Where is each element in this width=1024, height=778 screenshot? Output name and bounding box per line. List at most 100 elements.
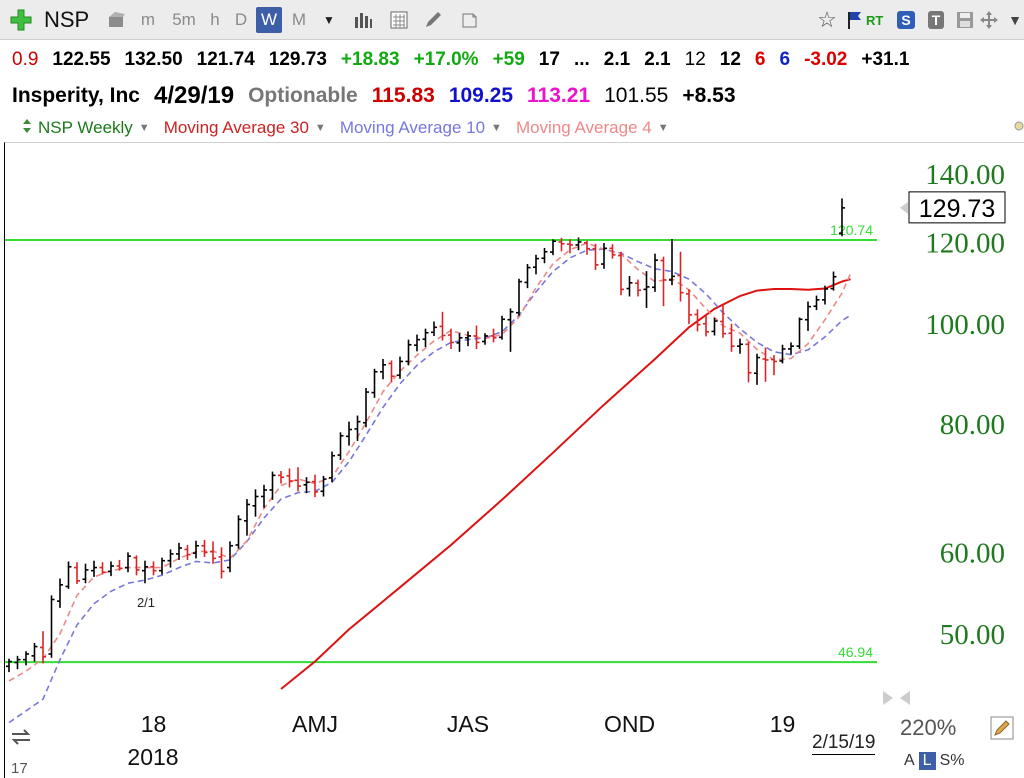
calculator-icon[interactable] — [386, 0, 412, 40]
symbol-input[interactable]: NSP — [44, 7, 90, 32]
quote-row-2: Insperity, Inc 4/29/19 Optionable 115.83 109… — [0, 78, 1024, 114]
scale-log-button[interactable]: L — [918, 752, 936, 770]
pin-icon[interactable] — [1014, 120, 1024, 140]
period-dropdown-icon[interactable]: ▼ — [323, 13, 335, 27]
y-axis-tick-label: 100.00 — [925, 309, 1005, 341]
add-symbol-icon[interactable] — [10, 0, 36, 40]
x-axis-tick-label: 19 — [770, 711, 796, 737]
trade-label: T — [927, 11, 945, 29]
legend-ma4[interactable]: Moving Average 4 ▼ — [516, 118, 669, 138]
quote_row1-value: 6 — [754, 49, 766, 70]
quote_row1-value: -3.02 — [804, 49, 848, 70]
quote_row2-value: 101.55 — [604, 84, 669, 107]
chart-date-stamp: 2/15/19 — [812, 732, 876, 755]
quote_row2-value: +8.53 — [682, 84, 736, 107]
x-axis-tick-label: JAS — [447, 711, 489, 737]
chevron-down-icon: ▼ — [138, 122, 150, 134]
updown-icon — [22, 118, 32, 138]
y-axis-tick-label: 80.00 — [940, 409, 1005, 441]
period-minute[interactable]: m — [140, 10, 156, 29]
ma30-line — [280, 278, 851, 690]
quote_row1-value: 121.74 — [196, 49, 255, 70]
scan-label: S — [897, 11, 915, 29]
quote_row1-value: ... — [573, 49, 590, 70]
quote_row1-value: +59 — [492, 49, 525, 70]
quote_row1-value: 0.9 — [12, 49, 39, 70]
legend-label: Moving Average 10 — [339, 118, 486, 137]
favorite-star-icon[interactable]: ☆ — [817, 7, 837, 32]
legend-label: Moving Average 30 — [163, 118, 309, 137]
refresh-icon[interactable] — [8, 726, 34, 753]
horizontal-level-label: 120.74 — [830, 222, 873, 238]
period-5min[interactable]: 5m — [172, 10, 196, 29]
period-weekly[interactable]: W — [256, 7, 282, 33]
legend-ma30[interactable]: Moving Average 30 ▼ — [164, 118, 326, 138]
quote_row1-value: 129.73 — [268, 49, 327, 70]
legend-price-series[interactable]: NSP Weekly ▼ — [22, 118, 150, 138]
move-icon[interactable] — [976, 0, 1002, 40]
legend-label: NSP Weekly — [38, 118, 133, 137]
quote_row1-value: 2.1 — [644, 49, 671, 70]
quote_row1-value: 17 — [538, 49, 560, 70]
realtime-label[interactable]: RT — [866, 12, 884, 28]
toolbar: NSP m 5m h D W M ▼ ☆ RT S T ▼ — [0, 0, 1024, 40]
y-axis-tick-label: 120.00 — [925, 228, 1005, 260]
indicator-legend: NSP Weekly ▼ Moving Average 30 ▼ Moving … — [0, 114, 1024, 142]
split-annotation: 2/1 — [137, 595, 155, 610]
quote_row1-value: +31.1 — [861, 49, 910, 70]
quote_row1-value: 12 — [684, 49, 706, 70]
flag-icon[interactable] — [842, 0, 868, 40]
scroll-right-icon — [883, 691, 893, 705]
x-axis-tick-label: AMJ — [292, 711, 338, 737]
quote_row1-value: 12 — [719, 49, 741, 70]
last-price-label: 129.73 — [919, 195, 995, 223]
period-monthly[interactable]: M — [291, 10, 307, 29]
zoom-level[interactable]: 220% — [900, 715, 957, 740]
chevron-down-icon: ▼ — [314, 122, 326, 134]
scan-button[interactable]: S — [892, 0, 920, 40]
quote-row-1: 0.9 122.55 132.50 121.74 129.73 +18.83 +17.0% +… — [0, 42, 1024, 78]
chart-canvas[interactable]: 120.74 46.94 2/1 50.00 60.00 80.00 100.00 120.0… — [5, 143, 1024, 778]
save-icon[interactable] — [952, 0, 978, 40]
draw-pen-icon[interactable] — [420, 0, 446, 40]
y-axis-tick-label: 140.00 — [925, 159, 1005, 191]
x-axis-tick-label: OND — [604, 711, 655, 737]
quote_row2-value: 113.21 — [527, 84, 591, 107]
x-axis-tick-label: 18 — [141, 711, 167, 737]
quote_row2-value: Insperity, Inc — [12, 84, 140, 107]
quote_row2-value: 4/29/19 — [153, 82, 235, 109]
menu-dropdown-icon[interactable]: ▼ — [1008, 12, 1022, 28]
x-axis-first-label: 17 — [11, 760, 28, 777]
quote_row2-value: 115.83 — [371, 84, 435, 107]
pencil-icon[interactable] — [990, 716, 1016, 742]
price-chart[interactable]: 120.74 46.94 2/1 50.00 60.00 80.00 100.00 120.0… — [4, 142, 1024, 778]
legend-label: Moving Average 4 — [515, 118, 652, 137]
scale-percent-button[interactable]: S% — [939, 752, 965, 769]
scale-mode-toggles: A L S% — [904, 752, 964, 770]
period-hour[interactable]: h — [210, 10, 220, 29]
quote_row1-value: +17.0% — [413, 49, 479, 70]
ma4-line — [8, 242, 852, 682]
ma10-line — [8, 248, 851, 724]
trade-button[interactable]: T — [922, 0, 950, 40]
chevron-down-icon: ▼ — [657, 122, 669, 134]
y-axis-tick-label: 50.00 — [940, 619, 1005, 651]
scale-auto-button[interactable]: A — [904, 752, 915, 769]
last-price-box — [908, 191, 1006, 224]
period-daily[interactable]: D — [234, 10, 248, 29]
notes-icon[interactable] — [456, 0, 482, 40]
horizontal-level-label: 46.94 — [838, 644, 873, 660]
legend-ma10[interactable]: Moving Average 10 ▼ — [340, 118, 502, 138]
scroll-left-icon — [900, 691, 910, 705]
quote_row1-value: 132.50 — [124, 49, 183, 70]
symbol-lookup-icon[interactable] — [104, 0, 130, 40]
last-price-pointer — [900, 201, 908, 214]
chevron-down-icon: ▼ — [491, 122, 502, 134]
quote_row2-value: Optionable — [248, 84, 358, 107]
bar-chart-icon[interactable] — [350, 0, 376, 40]
x-axis-year-label: 2018 — [127, 744, 178, 770]
quote_row1-value: 122.55 — [52, 49, 111, 70]
y-axis-tick-label: 60.00 — [940, 537, 1005, 569]
quote_row1-value: 6 — [779, 49, 791, 70]
quote_row2-value: 109.25 — [448, 84, 514, 107]
